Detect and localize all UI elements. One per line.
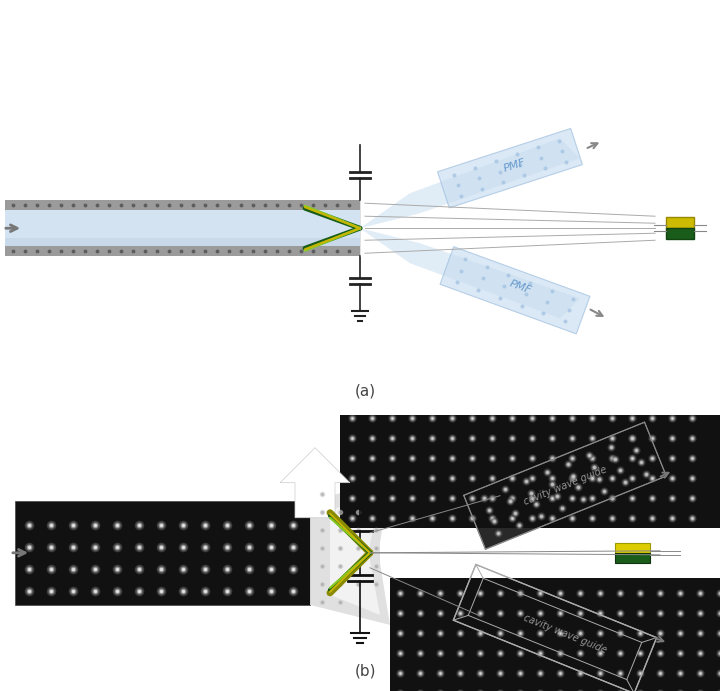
Bar [5, 200, 360, 210]
Text: PMF: PMF [508, 278, 532, 296]
Bar [5, 246, 360, 256]
Text: (b): (b) [354, 664, 376, 679]
Bar [15, 501, 310, 605]
Bar [5, 210, 360, 238]
Polygon shape [310, 481, 390, 625]
Polygon shape [464, 422, 666, 549]
Bar [666, 217, 694, 228]
Text: cavity wave guide: cavity wave guide [522, 613, 608, 655]
Bar [340, 307, 720, 528]
Bar [666, 228, 694, 239]
Text: cavity wave guide: cavity wave guide [522, 464, 608, 507]
Polygon shape [440, 247, 590, 334]
Bar [615, 553, 650, 562]
Polygon shape [280, 448, 350, 518]
Text: PMF: PMF [503, 157, 527, 173]
Polygon shape [438, 129, 582, 208]
Polygon shape [360, 138, 580, 228]
Polygon shape [360, 228, 580, 319]
Polygon shape [330, 491, 380, 615]
Bar [5, 210, 360, 246]
Text: (a): (a) [354, 384, 376, 399]
Bar [615, 543, 650, 553]
Bar [390, 578, 720, 691]
